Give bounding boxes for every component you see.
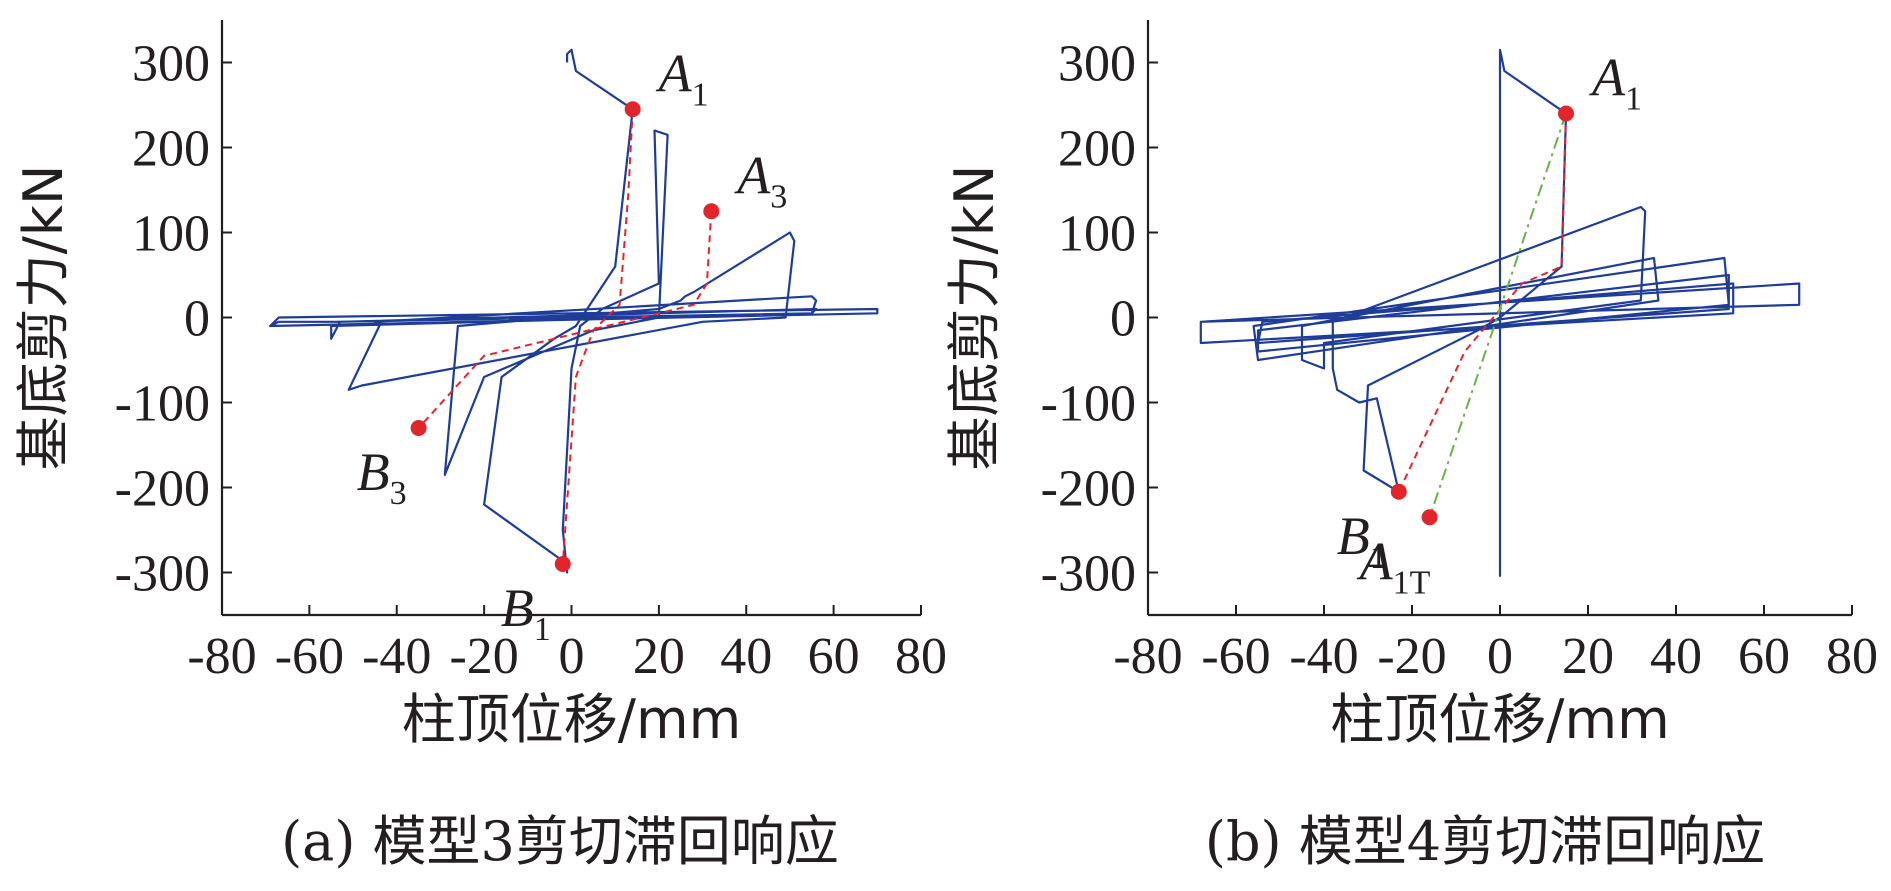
y-tick-label: 0 xyxy=(1110,291,1136,348)
envelope-dashed-line xyxy=(561,109,634,565)
x-tick-label: 40 xyxy=(1650,628,1702,685)
marker-A3 xyxy=(703,203,720,220)
marker-label-A1T: A1T xyxy=(1357,531,1431,601)
marker-B1 xyxy=(554,556,571,572)
marker-A1T xyxy=(1421,509,1438,526)
panel-b: -80 -60 -40 -20 0 20 40 60 80-300-200-1000100200… xyxy=(943,20,1878,873)
marker-label-A1: A1 xyxy=(1589,48,1642,118)
marker-A1 xyxy=(1558,105,1574,122)
envelope-dashed-line xyxy=(1397,113,1567,493)
panel-caption: (a) 模型3剪切滞回响应 xyxy=(281,810,839,873)
x-tick-label: -60 xyxy=(1201,628,1270,685)
x-tick-label: 60 xyxy=(1738,628,1790,685)
x-tick-label: 80 xyxy=(895,628,947,685)
y-tick-label: 200 xyxy=(132,121,210,178)
marker-A1 xyxy=(624,101,641,118)
marker-label-B1: B1 xyxy=(1337,506,1387,576)
x-tick-label: 60 xyxy=(808,628,860,685)
x-tick-label: 0 xyxy=(1487,628,1513,685)
y-tick-label: -100 xyxy=(1041,376,1136,433)
y-axis-title: 基底剪力/kN xyxy=(943,165,1006,471)
y-tick-label: 100 xyxy=(1058,206,1136,263)
x-axis-title: 柱顶位移/mm xyxy=(1330,688,1669,751)
x-tick-label: -20 xyxy=(449,628,518,685)
x-tick-label: -40 xyxy=(362,628,431,685)
x-tick-label: -40 xyxy=(1289,628,1358,685)
marker-label-A3: A3 xyxy=(734,145,787,215)
y-tick-label: 100 xyxy=(132,206,210,263)
y-tick-label: -300 xyxy=(1041,546,1136,603)
x-tick-label: -60 xyxy=(275,628,344,685)
y-axis-title: 基底剪力/kN xyxy=(12,165,75,471)
y-tick-label: 300 xyxy=(1058,36,1136,93)
marker-label-B3: B3 xyxy=(357,442,407,512)
x-tick-label: -80 xyxy=(187,628,256,685)
y-tick-label: -200 xyxy=(1041,461,1136,518)
x-axis-title: 柱顶位移/mm xyxy=(402,688,741,751)
marker-B1 xyxy=(1390,483,1407,500)
y-tick-label: -100 xyxy=(115,376,210,433)
marker-B3 xyxy=(410,420,427,436)
x-tick-label: 40 xyxy=(720,628,772,685)
marker-label-A1: A1 xyxy=(656,43,709,113)
envelope-dashed-line xyxy=(417,211,713,429)
x-tick-label: 80 xyxy=(1826,628,1878,685)
y-tick-label: 200 xyxy=(1058,121,1136,178)
x-tick-label: -20 xyxy=(1377,628,1446,685)
y-tick-label: -300 xyxy=(115,546,210,603)
y-tick-label: -200 xyxy=(115,461,210,518)
x-tick-label: -80 xyxy=(1113,628,1182,685)
y-tick-label: 300 xyxy=(132,36,210,93)
panel-a: -80 -60 -40 -20 0 20 40 60 80-300-200-1000100200… xyxy=(12,20,947,873)
x-tick-label: 20 xyxy=(633,628,685,685)
tangent-dashdot-line xyxy=(1428,113,1567,518)
x-tick-label: 20 xyxy=(1562,628,1614,685)
y-tick-label: 0 xyxy=(184,291,210,348)
marker-label-B1: B1 xyxy=(501,578,551,648)
panel-caption: (b) 模型4剪切滞回响应 xyxy=(1205,810,1765,873)
hysteresis-curve xyxy=(1199,48,1801,577)
x-tick-label: 0 xyxy=(559,628,585,685)
